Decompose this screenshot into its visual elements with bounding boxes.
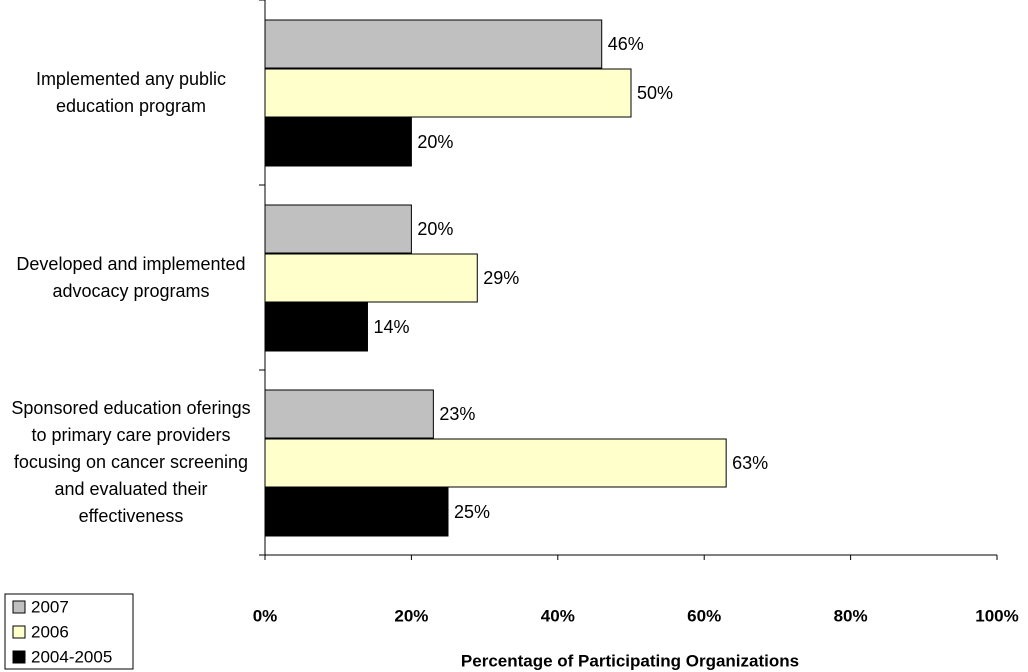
x-tick-label: 40% — [541, 606, 575, 625]
data-label: 50% — [637, 83, 673, 103]
legend-swatch — [12, 625, 26, 639]
data-label: 25% — [454, 502, 490, 522]
x-axis-label: Percentage of Participating Organization… — [461, 651, 799, 670]
bar — [264, 389, 434, 439]
bar — [264, 253, 478, 303]
data-label: 14% — [373, 317, 409, 337]
data-label: 29% — [483, 268, 519, 288]
legend-label: 2007 — [31, 597, 69, 616]
bar — [264, 19, 603, 69]
x-tick-label: 0% — [253, 606, 278, 625]
data-label: 20% — [417, 219, 453, 239]
data-label: 63% — [732, 453, 768, 473]
y-tick-label: Implemented any public education program — [35, 68, 227, 116]
y-tick-label: Sponsored education oferings to primary … — [11, 398, 251, 526]
y-tick-label: Developed and implemented advocacy progr… — [16, 253, 246, 301]
x-tick-label: 20% — [394, 606, 428, 625]
legend-swatch — [12, 600, 26, 614]
data-label: 23% — [439, 404, 475, 424]
x-tick-label: 60% — [687, 606, 721, 625]
data-label: 20% — [417, 132, 453, 152]
x-tick-label: 100% — [975, 606, 1018, 625]
bar — [264, 117, 412, 167]
legend-box — [4, 593, 134, 670]
bar — [264, 204, 412, 254]
data-label: 46% — [608, 34, 644, 54]
legend-label: 2006 — [31, 622, 69, 641]
legend-swatch — [12, 650, 26, 664]
bar — [264, 302, 368, 352]
bar — [264, 487, 449, 537]
bar — [264, 68, 632, 118]
bar — [264, 438, 727, 488]
legend-label: 2004-2005 — [31, 647, 112, 666]
x-tick-label: 80% — [834, 606, 868, 625]
